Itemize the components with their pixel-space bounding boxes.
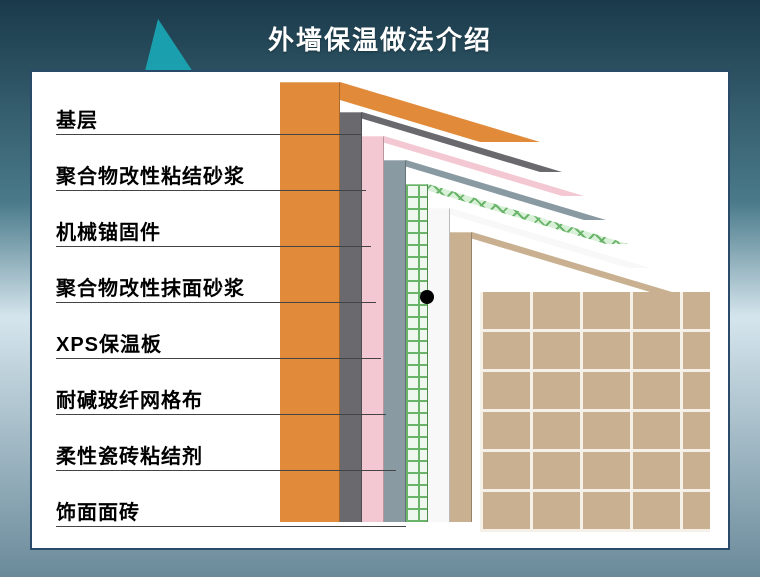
layer-front-brick xyxy=(450,232,472,522)
layer-label: 聚合物改性粘结砂浆 xyxy=(56,146,245,202)
layer-labels-column: 基层聚合物改性粘结砂浆机械锚固件聚合物改性抹面砂浆XPS保温板耐碱玻纤网格布柔性… xyxy=(56,90,245,538)
layer-label: 聚合物改性抹面砂浆 xyxy=(56,258,245,314)
layer-front-adhesive xyxy=(428,208,450,522)
layer-front-xps xyxy=(362,136,384,522)
layer-front-bonding xyxy=(340,112,362,522)
layer-label: 机械锚固件 xyxy=(56,202,245,258)
layer-label: 基层 xyxy=(56,90,245,146)
diagram-panel: 基层聚合物改性粘结砂浆机械锚固件聚合物改性抹面砂浆XPS保温板耐碱玻纤网格布柔性… xyxy=(30,70,730,550)
brick-finish-face xyxy=(480,292,710,532)
layer-front-mesh xyxy=(406,184,428,522)
layer-label: 耐碱玻纤网格布 xyxy=(56,370,245,426)
mechanical-anchor-icon xyxy=(420,290,434,304)
layer-label: 饰面面砖 xyxy=(56,482,245,538)
layer-top-brick xyxy=(450,232,672,292)
layer-front-plaster xyxy=(384,160,406,522)
wall-layers-diagram xyxy=(280,82,710,542)
slide-title: 外墙保温做法介绍 xyxy=(0,20,760,57)
layer-label: XPS保温板 xyxy=(56,314,245,370)
layer-label: 柔性瓷砖粘结剂 xyxy=(56,426,245,482)
